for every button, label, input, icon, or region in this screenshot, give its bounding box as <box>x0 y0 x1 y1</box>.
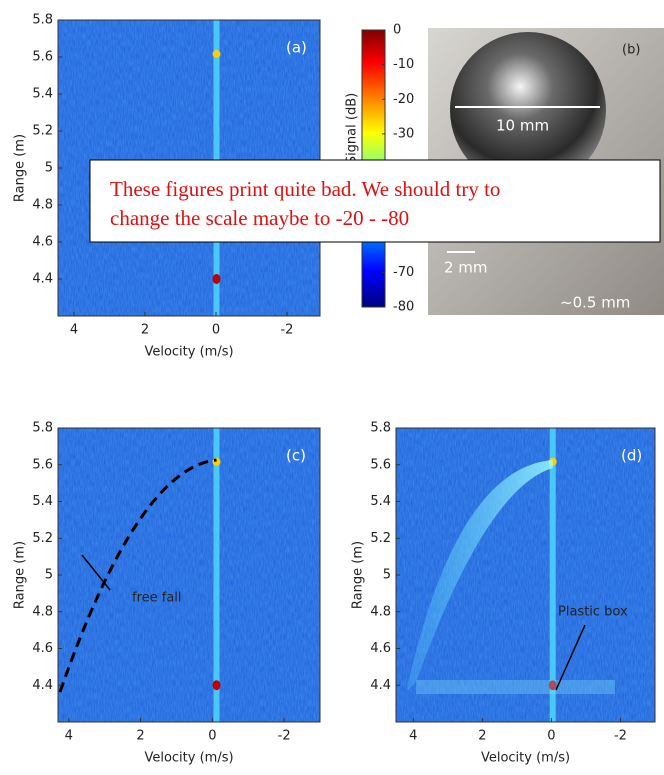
x-tick-label: -2 <box>278 729 291 744</box>
colorbar-tick-label: -10 <box>393 57 414 72</box>
y-tick-label: 4.8 <box>32 604 53 619</box>
y-tick-label: 4.4 <box>32 272 53 287</box>
y-tick-label: 5.2 <box>32 531 53 546</box>
photo-label: 10 mm <box>496 117 549 135</box>
x-tick-label: 2 <box>478 729 486 744</box>
annotation: free fall <box>132 591 182 606</box>
x-tick-label: -2 <box>614 729 627 744</box>
y-tick-label: 5.8 <box>370 421 391 436</box>
y-tick-label: 4.4 <box>32 678 53 693</box>
colorbar-tick-label: -80 <box>393 300 414 315</box>
y-tick-label: 4.6 <box>370 641 391 656</box>
colorbar-label: Signal (dB) <box>345 93 360 164</box>
y-axis-label: Range (m) <box>13 134 28 202</box>
y-tick-label: 5.8 <box>32 13 53 28</box>
panel-label: (c) <box>286 447 306 465</box>
y-tick-label: 4.4 <box>370 678 391 693</box>
y-tick-label: 4.8 <box>32 198 53 213</box>
steel-ball <box>450 32 606 188</box>
annotation-arrow <box>81 554 111 591</box>
comment-box: These figures print quite bad. We should… <box>89 159 661 243</box>
x-tick-label: -2 <box>280 323 293 338</box>
y-tick-label: 5.8 <box>32 421 53 436</box>
x-axis-label: Velocity (m/s) <box>144 751 233 766</box>
strong-return <box>548 680 557 691</box>
y-tick-label: 5.4 <box>32 494 53 509</box>
x-tick-label: 4 <box>409 729 417 744</box>
x-tick-label: 4 <box>65 729 73 744</box>
x-tick-label: 2 <box>136 729 144 744</box>
strong-return <box>212 50 221 59</box>
x-tick-label: 2 <box>141 323 149 338</box>
y-tick-label: 5 <box>45 161 53 176</box>
panel-label: (d) <box>621 447 642 465</box>
y-axis-label: Range (m) <box>13 541 28 609</box>
annotation: Plastic box <box>558 605 628 620</box>
annotation-arrow <box>555 624 586 691</box>
x-axis-label: Velocity (m/s) <box>481 751 570 766</box>
colorbar-tick-label: 0 <box>393 23 401 38</box>
y-tick-label: 4.6 <box>32 641 53 656</box>
panel-label: (a) <box>286 39 307 57</box>
floor-return <box>416 680 615 694</box>
zero-doppler-stripe <box>213 428 220 722</box>
x-tick-label: 4 <box>70 323 78 338</box>
x-tick-label: 0 <box>212 323 220 338</box>
y-tick-label: 5.4 <box>370 494 391 509</box>
x-tick-label: 0 <box>208 729 216 744</box>
free-fall-curve <box>58 458 217 693</box>
photo-label: ~0.5 mm <box>560 294 630 312</box>
y-tick-label: 5.2 <box>32 124 53 139</box>
strong-return <box>212 274 221 284</box>
y-tick-label: 5 <box>383 568 391 583</box>
y-tick-label: 5.6 <box>32 457 53 472</box>
y-tick-label: 4.6 <box>32 235 53 250</box>
photo-label: 2 mm <box>444 259 488 277</box>
colorbar-tick-label: -70 <box>393 265 414 280</box>
comment-line: These figures print quite bad. We should… <box>110 177 500 201</box>
x-tick-label: 0 <box>547 729 555 744</box>
y-tick-label: 4.8 <box>370 604 391 619</box>
strong-return <box>212 680 221 691</box>
comment-line: change the scale maybe to -20 - -80 <box>110 206 409 230</box>
x-axis-label: Velocity (m/s) <box>144 345 233 360</box>
strong-return <box>212 457 221 466</box>
y-axis-label: Range (m) <box>351 541 366 609</box>
y-tick-label: 5.6 <box>32 50 53 65</box>
heatmap-noise <box>58 428 320 722</box>
colorbar-tick-label: -30 <box>393 126 414 141</box>
y-tick-label: 5.6 <box>370 457 391 472</box>
y-tick-label: 5.2 <box>370 531 391 546</box>
y-tick-label: 5 <box>45 568 53 583</box>
y-tick-label: 5.4 <box>32 87 53 102</box>
panel-label: (b) <box>622 43 640 58</box>
colorbar-tick-label: -20 <box>393 92 414 107</box>
zero-doppler-stripe <box>549 428 556 722</box>
falling-plume <box>406 460 553 692</box>
